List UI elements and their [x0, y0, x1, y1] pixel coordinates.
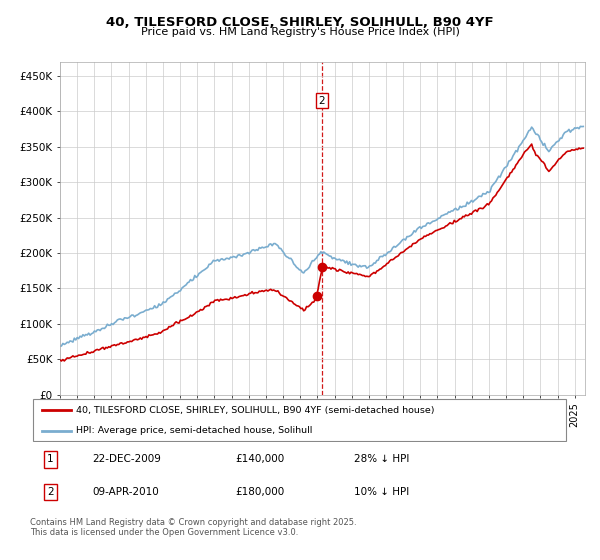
Text: 10% ↓ HPI: 10% ↓ HPI — [354, 487, 409, 497]
Text: 40, TILESFORD CLOSE, SHIRLEY, SOLIHULL, B90 4YF: 40, TILESFORD CLOSE, SHIRLEY, SOLIHULL, … — [106, 16, 494, 29]
FancyBboxPatch shape — [33, 399, 566, 441]
Text: Contains HM Land Registry data © Crown copyright and database right 2025.
This d: Contains HM Land Registry data © Crown c… — [30, 518, 356, 538]
Text: 2: 2 — [319, 96, 325, 106]
Text: Price paid vs. HM Land Registry's House Price Index (HPI): Price paid vs. HM Land Registry's House … — [140, 27, 460, 37]
Text: £140,000: £140,000 — [235, 454, 284, 464]
Text: 40, TILESFORD CLOSE, SHIRLEY, SOLIHULL, B90 4YF (semi-detached house): 40, TILESFORD CLOSE, SHIRLEY, SOLIHULL, … — [76, 405, 434, 414]
Text: 2: 2 — [47, 487, 54, 497]
Text: 22-DEC-2009: 22-DEC-2009 — [92, 454, 161, 464]
Text: 28% ↓ HPI: 28% ↓ HPI — [354, 454, 409, 464]
Text: HPI: Average price, semi-detached house, Solihull: HPI: Average price, semi-detached house,… — [76, 426, 312, 435]
Text: £180,000: £180,000 — [235, 487, 284, 497]
Text: 09-APR-2010: 09-APR-2010 — [92, 487, 159, 497]
Text: 1: 1 — [47, 454, 54, 464]
